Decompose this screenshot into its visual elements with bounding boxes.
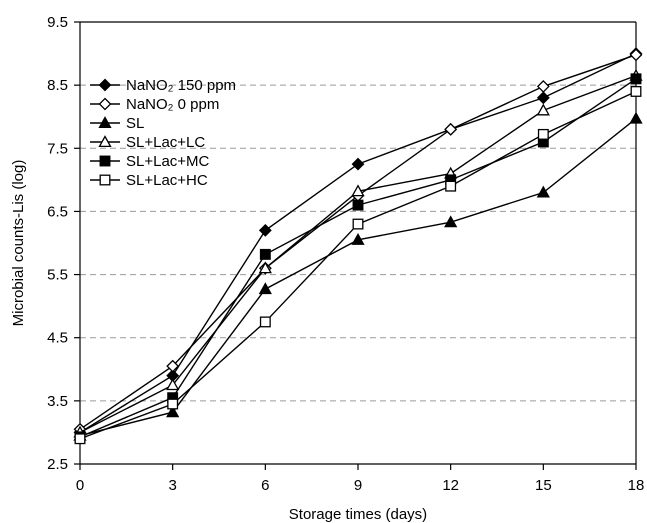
series-4 (73, 68, 643, 438)
data-point (536, 91, 550, 105)
data-point (258, 261, 272, 274)
series-5 (74, 73, 642, 443)
legend-label: SL+Lac+LC (126, 134, 205, 151)
legend-marker (99, 174, 111, 186)
data-point (166, 405, 180, 418)
legend-marker (98, 135, 112, 148)
legend-item: SL+Lac+HC (90, 172, 208, 189)
series-6 (74, 86, 642, 445)
y-tick-label: 6.5 (47, 203, 68, 220)
legend-marker (98, 78, 112, 92)
data-point (351, 157, 365, 171)
legend-item: SL+Lac+MC (90, 153, 210, 170)
data-point (536, 103, 550, 116)
data-point (629, 48, 643, 62)
data-point (630, 73, 642, 85)
data-point (351, 184, 365, 197)
data-point (629, 111, 643, 124)
y-tick-label: 7.5 (47, 140, 68, 157)
x-tick-label: 9 (354, 477, 362, 494)
legend-item: SL (90, 115, 144, 132)
data-point (536, 185, 550, 198)
data-point (166, 378, 180, 391)
legend-item: NaNO₂ 0 ppm (90, 96, 219, 113)
legend-marker (98, 116, 112, 129)
legend-label: SL+Lac+HC (126, 172, 208, 189)
data-point (258, 282, 272, 295)
legend-item: NaNO₂ 150 ppm (90, 77, 236, 94)
y-tick-label: 4.5 (47, 330, 68, 347)
x-tick-label: 12 (442, 477, 459, 494)
data-point (630, 86, 642, 97)
x-tick-label: 6 (261, 477, 269, 494)
data-point (258, 223, 272, 237)
x-tick-label: 0 (76, 477, 84, 494)
x-tick-label: 18 (628, 477, 645, 494)
legend-label: SL (126, 115, 144, 132)
y-tick-label: 8.5 (47, 77, 68, 94)
legend-label: NaNO₂ 0 ppm (126, 96, 219, 113)
legend-label: SL+Lac+MC (126, 153, 210, 170)
data-point (259, 316, 271, 328)
y-tick-label: 5.5 (47, 267, 68, 284)
series-line (79, 75, 637, 434)
y-tick-label: 9.5 (47, 14, 68, 31)
x-tick-label: 15 (535, 477, 552, 494)
data-point (166, 359, 180, 373)
data-point (444, 215, 458, 228)
legend-marker (99, 155, 111, 167)
data-point (352, 218, 364, 230)
data-point (352, 199, 364, 211)
data-point (536, 79, 550, 93)
data-point (259, 248, 271, 260)
x-tick-label: 3 (168, 477, 176, 494)
series-group (73, 47, 643, 445)
y-tick-label: 2.5 (47, 456, 68, 473)
legend-label: NaNO₂ 150 ppm (126, 77, 236, 94)
data-point (351, 233, 365, 245)
legend: NaNO₂ 150 ppm NaNO₂ 0 ppm SL SL+Lac+LC SL+La… (90, 77, 236, 189)
legend-marker (98, 97, 112, 111)
data-point (74, 433, 86, 445)
data-point (537, 128, 549, 140)
data-point (445, 180, 457, 192)
ticks: 2.5 3.5 4.5 5.5 6.5 7.5 8.5 9.5 0 3 6 9 12 15 18 (47, 14, 644, 494)
series-line (79, 78, 637, 438)
data-point (167, 398, 179, 410)
data-point (444, 122, 458, 136)
x-axis-label: Storage times (days) (289, 506, 427, 523)
y-tick-label: 3.5 (47, 393, 68, 410)
y-axis-label: Microbial counts-Lis (log) (10, 160, 27, 327)
legend-item: SL+Lac+LC (90, 134, 205, 151)
